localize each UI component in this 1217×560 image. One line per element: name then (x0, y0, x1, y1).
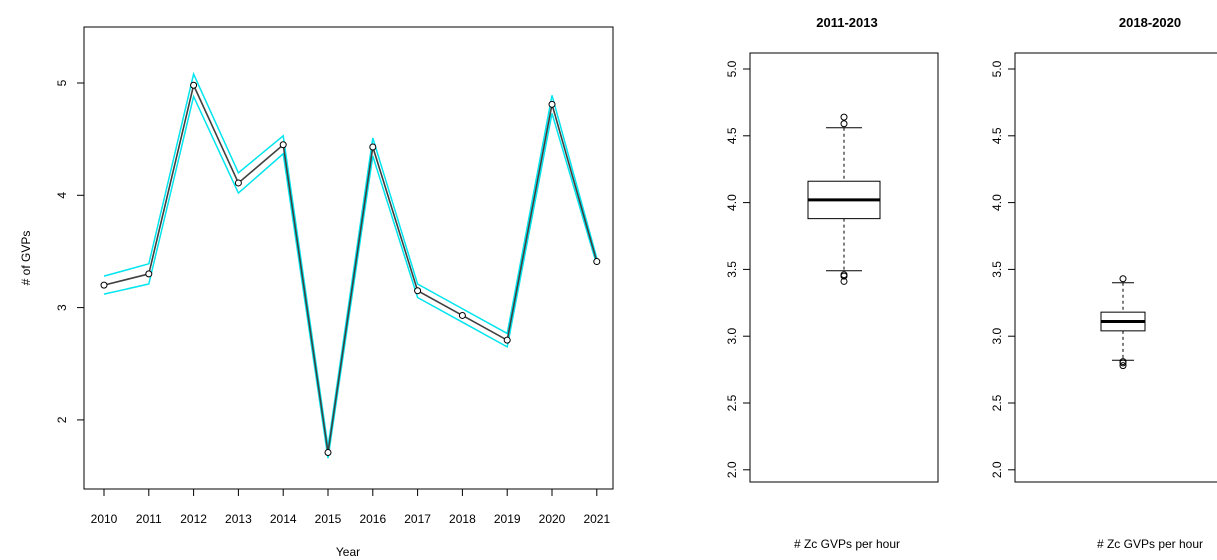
y-tick-label: 2.5 (725, 394, 739, 411)
x-axis-label: # Zc GVPs per hour (1097, 537, 1203, 551)
y-tick-label: 3.0 (725, 328, 739, 345)
y-tick-label: 3.5 (990, 261, 1004, 278)
data-point (414, 287, 422, 295)
y-tick-label: 3.0 (990, 328, 1004, 345)
data-point (324, 448, 332, 456)
y-axis: 2 3 4 5 (55, 79, 84, 423)
lower-band-line (103, 94, 598, 459)
line-chart: 2010 2011 2012 2013 2014 2015 2016 2017 2018 2019… (19, 26, 614, 559)
y-tick-label: 2.0 (725, 461, 739, 478)
confidence-band (103, 71, 598, 459)
outlier-point (1119, 362, 1127, 370)
y-tick-label: 4 (55, 192, 69, 199)
box (1100, 275, 1146, 370)
outlier-point (840, 120, 848, 128)
y-tick-label: 3.5 (725, 261, 739, 278)
boxplot-2018-2020: 2018-2020 2.0 2.5 3.0 3.5 4.0 4.5 5.0 # Zc GVP… (990, 15, 1217, 551)
data-point (145, 270, 153, 278)
y-axis-label: # of GVPs (19, 231, 33, 286)
data-point (458, 311, 466, 319)
x-tick-label: 2010 (91, 512, 118, 526)
y-tick-label: 4.5 (725, 127, 739, 144)
y-tick-label: 2.0 (990, 461, 1004, 478)
outlier-point (1119, 358, 1127, 366)
data-point (190, 81, 198, 89)
data-point (503, 336, 511, 344)
series-line (103, 82, 598, 453)
y-tick-label: 4.0 (725, 194, 739, 211)
x-tick-label: 2021 (583, 512, 610, 526)
outlier-point (1119, 275, 1127, 283)
y-tick-label: 2.5 (990, 394, 1004, 411)
line-series (100, 81, 601, 456)
y-tick-label: 4.5 (990, 127, 1004, 144)
x-tick-label: 2018 (449, 512, 476, 526)
x-axis-label: # Zc GVPs per hour (794, 537, 900, 551)
x-tick-label: 2017 (404, 512, 431, 526)
y-tick-label: 4.0 (990, 194, 1004, 211)
x-tick-label: 2019 (494, 512, 521, 526)
boxplot-title: 2011-2013 (816, 15, 877, 30)
x-tick-label: 2012 (180, 512, 207, 526)
y-axis: 2.0 2.5 3.0 3.5 4.0 4.5 5.0 (725, 60, 750, 478)
y-tick-label: 5.0 (725, 60, 739, 77)
data-point (593, 258, 601, 266)
line-chart-plot-frame (83, 26, 614, 490)
x-tick-label: 2013 (225, 512, 252, 526)
data-point (369, 143, 377, 151)
data-point (279, 141, 287, 149)
y-axis: 2.0 2.5 3.0 3.5 4.0 4.5 5.0 (990, 60, 1015, 478)
y-tick-label: 5 (55, 79, 69, 86)
x-tick-label: 2014 (270, 512, 297, 526)
x-tick-label: 2015 (315, 512, 342, 526)
boxplot-2011-2013: 2011-2013 2.0 2.5 3.0 3.5 4.0 4.5 5.0 # Zc GVP… (725, 15, 939, 551)
data-point (234, 179, 242, 187)
data-point (100, 281, 108, 289)
box (807, 113, 881, 285)
boxplot-plot-frame (1014, 52, 1217, 483)
x-axis-label: Year (336, 545, 360, 559)
x-axis: 2010 2011 2012 2013 2014 2015 2016 2017 2018 2019… (91, 489, 610, 526)
upper-band-line (103, 71, 598, 447)
y-tick-label: 3 (55, 304, 69, 311)
y-tick-label: 2 (55, 416, 69, 423)
x-tick-label: 2011 (136, 512, 162, 526)
boxplot-title: 2018-2020 (1119, 15, 1181, 30)
x-tick-label: 2016 (359, 512, 386, 526)
boxplot-plot-frame (749, 52, 939, 483)
x-tick-label: 2020 (539, 512, 566, 526)
outlier-point (840, 271, 848, 279)
outlier-point (840, 113, 848, 121)
outlier-point (840, 277, 848, 285)
data-point (548, 100, 556, 108)
y-tick-label: 5.0 (990, 60, 1004, 77)
